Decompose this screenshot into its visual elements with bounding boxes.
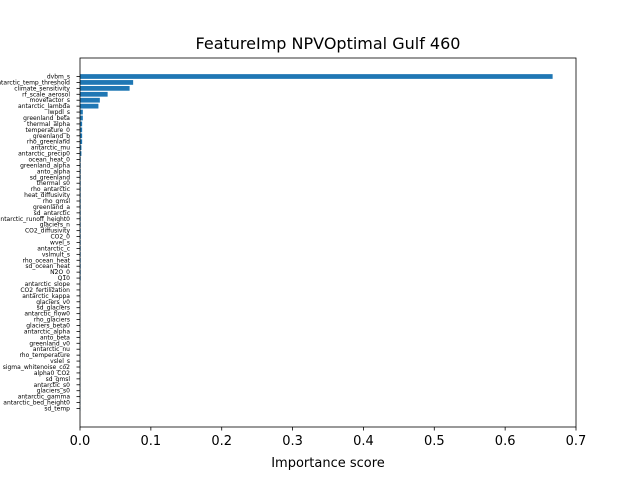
chart-title: FeatureImp NPVOptimal Gulf 460 [196, 34, 461, 53]
y-tick-label: heat_diffusivity [24, 192, 70, 199]
y-tick-label: rho_greenland [27, 139, 70, 146]
y-tick-label: vslel_s [50, 358, 70, 365]
y-tick-label: rho_glaciers [34, 317, 70, 324]
y-tick-label: CO2_diffusivity [25, 228, 71, 235]
y-tick-label: climate_sensitivity [14, 85, 70, 92]
y-tick-label: rf_scale_aerosol [22, 91, 70, 98]
y-tick-label: anto_beta [40, 334, 70, 341]
y-tick-label: glaciers_v0 [36, 299, 70, 306]
x-tick-label: 0.6 [495, 434, 516, 449]
y-axis-ticks: dvbm_santarctic_temp_thresholdclimate_se… [0, 74, 80, 413]
y-tick-label: lwpdl_s [48, 109, 70, 116]
y-tick-label: rho_antarctic [31, 186, 70, 193]
y-tick-label: greenland_a [33, 204, 70, 211]
x-axis-ticks: 0.0 0.1 0.2 0.3 0.4 0.5 0.6 0.7 [70, 427, 587, 449]
x-tick-label: 0.1 [141, 434, 162, 449]
bar-greenland_b [80, 133, 83, 139]
bar-dvbm_s [80, 74, 553, 79]
y-tick-label: greenland_beta [23, 115, 70, 122]
y-tick-label: rho_ocean_heat [23, 257, 71, 264]
y-tick-label: sigma_whitenoise_co2 [3, 364, 70, 371]
y-tick-label: CO2_fertilization [20, 287, 70, 294]
y-tick-label: wvel_s [50, 240, 70, 247]
bar-antarctic_lambda [80, 103, 99, 109]
y-tick-label: sd_greenland [30, 174, 70, 181]
y-tick-label: antarctic_s0 [34, 382, 71, 389]
y-tick-label: thermal_alpha [27, 121, 70, 128]
x-tick-label: 0.4 [353, 434, 374, 449]
bar-rf_scale_aerosol [80, 91, 108, 97]
y-tick-label: sd_gmsl [46, 376, 71, 383]
y-tick-label: antarctic_c [37, 245, 70, 252]
y-tick-label: temperature_0 [25, 127, 70, 134]
y-tick-label: antarctic_lambda [18, 103, 70, 110]
y-tick-label: CO2_0 [50, 234, 70, 241]
y-tick-label: glaciers_s0 [37, 388, 71, 395]
y-tick-label: ocean_heat_0 [29, 157, 71, 164]
y-tick-label: antarctic_kappa [22, 293, 70, 300]
y-tick-label: alpha0_CO2 [34, 370, 70, 377]
x-tick-label: 0.5 [424, 434, 445, 449]
y-tick-label: greenland_v0 [29, 340, 70, 347]
y-tick-label: rho_gmsl [43, 198, 71, 205]
bar-temperature_0 [80, 127, 83, 133]
bar-antarctic_precip0 [80, 151, 82, 156]
y-tick-label: Q10 [58, 275, 71, 282]
plot-frame [79, 57, 577, 428]
bar-climate_sensitivity [80, 85, 130, 91]
bar-thermal_alpha [80, 121, 83, 127]
y-tick-label: vslmult_s [42, 251, 70, 258]
x-tick-label: 0.7 [566, 434, 587, 449]
y-tick-label: N2O_0 [50, 269, 70, 276]
x-axis-label: Importance score [271, 456, 385, 471]
bars-group [80, 74, 553, 411]
y-tick-label: sd_glaciers [37, 305, 70, 312]
y-tick-label: anto_alpha [37, 168, 70, 175]
y-tick-label: sd_ocean_heat [25, 263, 70, 270]
y-tick-label: antarctic_slope [25, 281, 71, 288]
y-tick-label: greenland_b [33, 133, 70, 140]
y-tick-label: antarctic_nu [33, 346, 70, 353]
bar-antarctic_mu [80, 145, 82, 151]
y-tick-label: sd_temp [44, 406, 70, 413]
bar-antarctic_temp_threshold [80, 80, 134, 85]
y-tick-label: thermal_s0 [37, 180, 71, 187]
x-tick-label: 0.0 [70, 434, 91, 449]
y-tick-label: antarctic_precip0 [18, 151, 70, 158]
y-tick-label: antarctic_alpha [24, 328, 70, 335]
y-tick-label: glaciers_beta0 [26, 323, 70, 330]
y-tick-label: antarctic_bed_height0 [3, 400, 70, 407]
y-tick-label: antarctic_gamma [18, 394, 71, 401]
y-tick-label: antarctic_temp_threshold [0, 79, 70, 86]
y-tick-label: glaciers_n [40, 222, 70, 229]
y-tick-label: sd_antarctic [34, 210, 70, 217]
bar-lwpdl_s [80, 109, 83, 115]
y-tick-label: rho_temperature [19, 352, 70, 359]
y-tick-label: movefactor_s [30, 97, 70, 104]
y-tick-label: dvbm_s [47, 74, 70, 81]
bar-greenland_beta [80, 115, 83, 121]
x-tick-label: 0.2 [211, 434, 232, 449]
y-tick-label: greenland_alpha [20, 162, 70, 169]
y-tick-label: antarctic_mu [31, 145, 70, 152]
y-tick-label: antarctic_runoff_height0 [0, 216, 70, 223]
y-tick-label: antarctic_flow0 [24, 311, 70, 318]
bar-rho_greenland [80, 139, 83, 145]
x-tick-label: 0.3 [282, 434, 303, 449]
bar-movefactor_s [80, 97, 100, 103]
